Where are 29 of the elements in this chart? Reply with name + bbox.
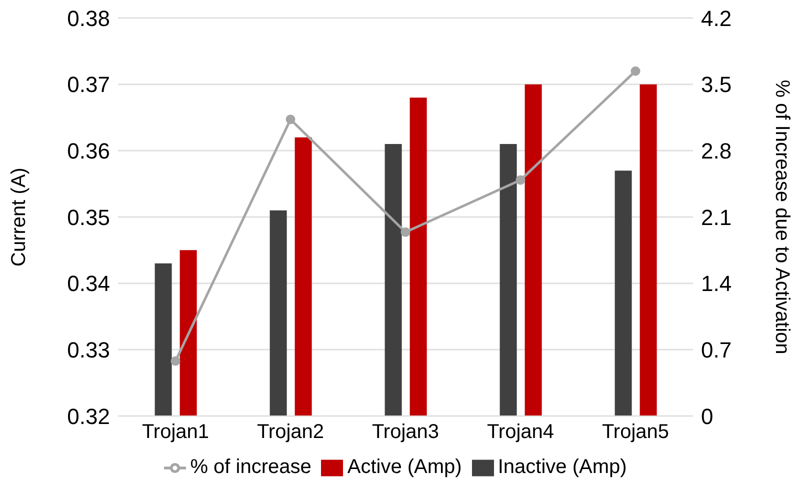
y2-tick-label: 1.4 (701, 271, 732, 296)
y2-tick-label: 2.8 (701, 138, 732, 164)
point (400, 227, 410, 237)
y-tick-label: 0.33 (67, 337, 110, 362)
x-tick-label: Trojan3 (372, 421, 440, 444)
y-tick-label: 0.34 (67, 271, 110, 296)
point (630, 66, 640, 76)
y-tick-label: 0.38 (67, 6, 110, 31)
y-tick-label: 0.36 (67, 138, 110, 164)
y-tick-label: 0.32 (67, 404, 110, 429)
point (516, 175, 526, 185)
legend-label: % of increase (190, 456, 312, 478)
point (286, 114, 296, 124)
y2-tick-label: 0 (701, 404, 714, 429)
y2-tick-label: 0.7 (701, 337, 732, 362)
y-axis-title: Current (A) (8, 168, 30, 266)
y-tick-label: 0.37 (67, 72, 110, 98)
x-tick-label: Trojan5 (602, 421, 670, 444)
legend-label: Active (Amp) (347, 456, 462, 478)
y2-tick-label: 2.1 (701, 204, 732, 230)
y2-tick-label: 3.5 (701, 72, 732, 98)
x-tick-label: Trojan4 (486, 421, 554, 444)
y2-tick-label: 4.2 (701, 6, 732, 31)
y-tick-label: 0.35 (67, 204, 110, 230)
x-tick-label: Trojan1 (142, 421, 210, 444)
legend-label: Inactive (Amp) (498, 456, 627, 478)
point (170, 356, 180, 366)
y2-axis-title: % of Increase due to Activation (770, 80, 793, 354)
x-tick-label: Trojan2 (256, 421, 324, 444)
